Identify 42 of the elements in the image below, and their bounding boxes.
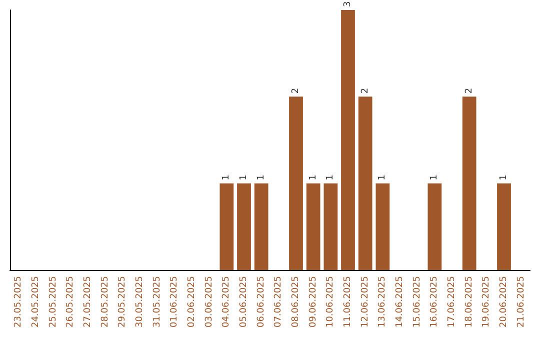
data-label: 1	[256, 174, 266, 180]
x-tick-label: 16.06.2025	[430, 276, 440, 328]
x-tick-label: 23.05.2025	[14, 276, 24, 328]
x-tick-label: 05.06.2025	[239, 276, 249, 328]
data-label: 1	[222, 174, 232, 180]
data-label: 3	[343, 1, 353, 7]
x-tick-label: 25.05.2025	[48, 276, 58, 328]
data-label: 2	[360, 88, 370, 94]
x-tick-label: 07.06.2025	[274, 276, 284, 328]
x-tick-label: 26.05.2025	[66, 276, 76, 328]
x-tick-label: 17.06.2025	[447, 276, 457, 328]
data-label: 1	[430, 174, 440, 180]
x-tick-label: 20.06.2025	[499, 276, 509, 328]
x-tick-label: 14.06.2025	[395, 276, 405, 328]
x-tick-label: 13.06.2025	[378, 276, 388, 328]
x-tick-label: 19.06.2025	[482, 276, 492, 328]
x-tick-label: 18.06.2025	[464, 276, 474, 328]
x-tick-label: 28.05.2025	[100, 276, 110, 328]
x-tick-label: 31.05.2025	[152, 276, 162, 328]
x-tick-label: 29.05.2025	[118, 276, 128, 328]
x-tick-label: 06.06.2025	[256, 276, 266, 328]
data-label: 1	[378, 174, 388, 180]
x-tick-label: 04.06.2025	[222, 276, 232, 328]
x-tick-label: 09.06.2025	[308, 276, 318, 328]
data-label: 2	[464, 88, 474, 94]
x-tick-label: 12.06.2025	[360, 276, 370, 328]
x-tick-label: 21.06.2025	[516, 276, 526, 328]
x-tick-label: 02.06.2025	[187, 276, 197, 328]
data-label: 1	[239, 174, 249, 180]
data-label: 2	[291, 88, 301, 94]
x-tick-label: 30.05.2025	[135, 276, 145, 328]
data-label: 1	[326, 174, 336, 180]
data-label: 1	[499, 174, 509, 180]
x-tick-label: 03.06.2025	[204, 276, 214, 328]
x-tick-label: 10.06.2025	[326, 276, 336, 328]
x-tick-label: 24.05.2025	[31, 276, 41, 328]
x-tick-label: 11.06.2025	[343, 276, 353, 328]
x-tick-label: 15.06.2025	[412, 276, 422, 328]
x-tick-label: 08.06.2025	[291, 276, 301, 328]
x-tick-label: 27.05.2025	[83, 276, 93, 328]
x-tick-label: 01.06.2025	[170, 276, 180, 328]
data-label: 1	[308, 174, 318, 180]
